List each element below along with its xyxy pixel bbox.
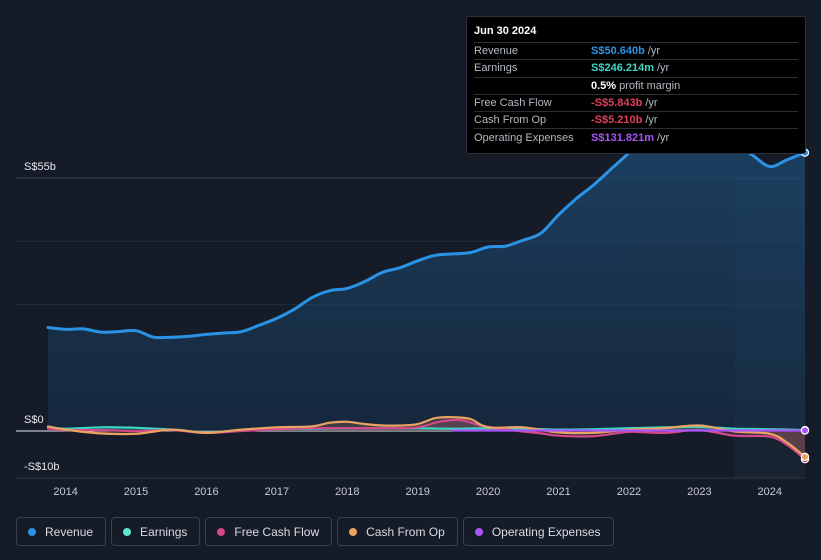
x-tick-label: 2021 — [546, 486, 570, 498]
tooltip-rows: Revenue S$50.640b/yr Earnings S$246.214m/yr… — [474, 43, 798, 147]
x-tick-label: 2017 — [265, 486, 289, 498]
tooltip-row-unit: profit margin — [619, 79, 681, 92]
x-tick-label: 2016 — [194, 486, 218, 498]
tooltip-row-label: Revenue — [474, 45, 519, 58]
y-tick-label: -S$10b — [24, 461, 59, 473]
tooltip-row: Free Cash Flow -S$5.843b/yr — [474, 95, 798, 113]
tooltip-row-value: S$50.640b — [591, 45, 645, 58]
data-tooltip: Jun 30 2024 Revenue S$50.640b/yr Earnings S… — [466, 16, 806, 154]
y-tick-label: S$0 — [24, 414, 44, 426]
tooltip-date: Jun 30 2024 — [474, 23, 798, 43]
x-tick-label: 2022 — [617, 486, 641, 498]
revenue-area — [48, 115, 805, 431]
tooltip-row: 0.5% profit margin — [474, 78, 798, 95]
tooltip-row-unit: /yr — [645, 97, 658, 110]
x-tick-label: 2018 — [335, 486, 359, 498]
x-tick-label: 2014 — [53, 486, 77, 498]
legend-item-revenue[interactable]: Revenue — [16, 517, 107, 546]
legend-dot-icon — [123, 527, 132, 536]
tooltip-row-unit: /yr — [657, 132, 670, 145]
tooltip-row-value: -S$5.210b — [591, 114, 643, 127]
tooltip-row: Cash From Op -S$5.210b/yr — [474, 112, 798, 130]
tooltip-row: Revenue S$50.640b/yr — [474, 43, 798, 61]
tooltip-row-value: 0.5% — [591, 79, 617, 92]
earnings-area — [48, 426, 805, 433]
x-tick-label: 2019 — [405, 486, 429, 498]
tooltip-row-unit: /yr — [645, 114, 658, 127]
y-axis-labels: S$55b S$0 -S$10b — [24, 161, 59, 473]
legend-label: Earnings — [140, 524, 188, 539]
cash-from-op-line — [46, 416, 807, 458]
legend-dot-icon — [217, 527, 226, 536]
legend-dot-icon — [349, 527, 358, 536]
legend-item-free-cash-flow[interactable]: Free Cash Flow — [205, 517, 333, 546]
legend-item-cash-from-op[interactable]: Cash From Op — [337, 517, 458, 546]
legend-label: Operating Expenses — [491, 524, 601, 539]
legend-label: Revenue — [45, 524, 94, 539]
tooltip-row-value: -S$5.843b — [591, 97, 643, 110]
x-tick-label: 2023 — [687, 486, 711, 498]
chart-legend: Revenue Earnings Free Cash Flow Cash From O… — [16, 517, 614, 546]
tooltip-row-label: Earnings — [474, 62, 518, 75]
tooltip-row-value: S$246.214m — [591, 62, 654, 75]
legend-dot-icon — [28, 527, 36, 536]
legend-label: Free Cash Flow — [234, 524, 320, 539]
tooltip-row-label: Free Cash Flow — [474, 97, 552, 110]
legend-item-earnings[interactable]: Earnings — [111, 517, 201, 546]
tooltip-row: Operating Expenses S$131.821m/yr — [474, 129, 798, 146]
x-tick-label: 2020 — [476, 486, 500, 498]
tooltip-row-unit: /yr — [657, 62, 670, 75]
tooltip-row-label: Cash From Op — [474, 114, 547, 127]
y-tick-label: S$55b — [24, 161, 56, 173]
operating-expenses-end-point — [800, 426, 810, 435]
tooltip-row-label: Operating Expenses — [474, 132, 574, 145]
tooltip-row-unit: /yr — [647, 45, 661, 58]
legend-label: Cash From Op — [366, 524, 445, 539]
legend-dot-icon — [474, 527, 483, 536]
legend-item-operating-expenses[interactable]: Operating Expenses — [462, 517, 614, 546]
tooltip-row-value: S$131.821m — [591, 132, 654, 145]
series-areas — [48, 115, 805, 460]
cash-from-op-end-point — [800, 452, 810, 462]
x-axis-labels: 2014 2015 2016 2017 2018 2019 2020 2021 2022 2023… — [53, 486, 782, 498]
x-tick-label: 2015 — [124, 486, 148, 498]
tooltip-row: Earnings S$246.214m/yr — [474, 60, 798, 78]
x-tick-label: 2024 — [758, 486, 782, 498]
